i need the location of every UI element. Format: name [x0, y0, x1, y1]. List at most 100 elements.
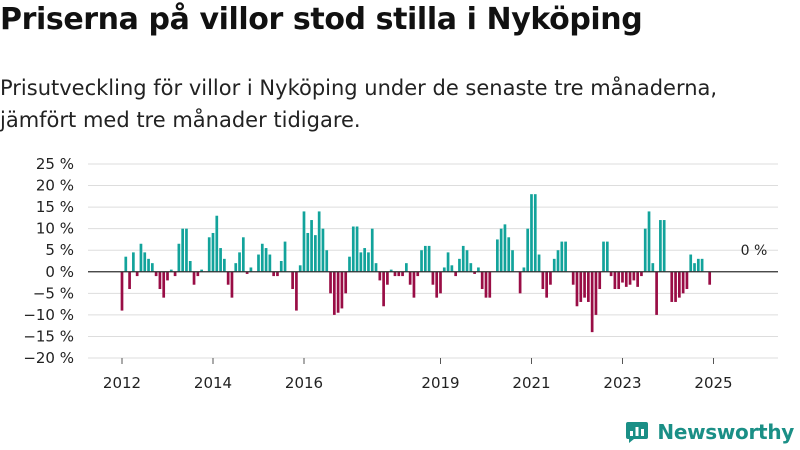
bar — [431, 271, 435, 285]
bar — [427, 245, 431, 272]
bar — [545, 271, 548, 298]
latest-value-annotation: 0 % — [741, 243, 768, 259]
bar — [560, 241, 564, 272]
bar — [587, 271, 590, 302]
y-tick-label: 10 % — [36, 220, 74, 238]
bar — [651, 263, 655, 272]
bar — [632, 271, 636, 281]
bar — [571, 271, 575, 285]
bar — [382, 271, 385, 307]
bar — [446, 252, 450, 272]
bar — [700, 258, 704, 272]
y-tick-label: 25 % — [36, 155, 74, 173]
bar — [643, 228, 647, 272]
bar — [200, 269, 203, 272]
bar — [696, 258, 700, 272]
bar — [329, 271, 332, 294]
bar — [321, 228, 325, 272]
bar — [344, 271, 348, 294]
bar — [598, 271, 602, 290]
y-tick-label: 15 % — [36, 198, 74, 216]
bar — [169, 269, 173, 272]
bar — [132, 252, 135, 272]
bar — [310, 220, 313, 272]
bar — [188, 261, 192, 272]
bar — [450, 265, 454, 272]
brand-logo: Newsworthy — [625, 420, 794, 444]
x-tick-label: 2012 — [103, 374, 141, 390]
bar — [257, 254, 260, 272]
bar — [393, 271, 397, 277]
bar — [408, 271, 412, 285]
bar — [659, 220, 662, 272]
bar — [351, 226, 355, 272]
bar — [469, 263, 473, 272]
bar — [678, 271, 681, 298]
bar — [442, 267, 446, 272]
bar — [617, 271, 621, 290]
bar — [647, 211, 651, 272]
y-tick-label: −5 % — [33, 284, 74, 302]
bar — [325, 250, 329, 272]
bar — [245, 271, 249, 274]
bar — [306, 232, 310, 272]
bar — [511, 250, 514, 272]
bar — [241, 237, 245, 272]
bar — [230, 271, 234, 298]
brand-name: Newsworthy — [657, 420, 794, 444]
bar — [397, 271, 401, 277]
bar — [681, 271, 685, 294]
bar — [526, 228, 530, 272]
bar — [473, 271, 476, 274]
bar — [613, 271, 617, 290]
bar — [636, 271, 639, 287]
bar — [602, 241, 605, 272]
bar — [215, 215, 219, 272]
bar — [575, 271, 579, 307]
x-tick-label: 2014 — [194, 374, 232, 390]
y-tick-label: 5 % — [45, 241, 74, 259]
x-tick-label: 2023 — [603, 374, 641, 390]
bar — [458, 258, 461, 272]
bar — [609, 271, 613, 277]
bar — [302, 211, 306, 272]
bar — [367, 252, 370, 272]
bar — [389, 269, 393, 272]
bar — [139, 243, 143, 272]
bar — [359, 252, 363, 272]
bar — [454, 271, 458, 277]
bar — [154, 271, 158, 277]
bar — [522, 267, 526, 272]
bar — [238, 252, 241, 272]
bar — [185, 228, 188, 272]
bar — [496, 239, 499, 272]
bar — [192, 271, 196, 285]
bar — [412, 271, 416, 298]
bar — [541, 271, 545, 290]
bar — [363, 248, 367, 272]
bar — [340, 271, 344, 309]
bar — [143, 252, 147, 272]
y-tick-label: 0 % — [45, 263, 74, 281]
bar — [166, 271, 169, 281]
bar — [583, 271, 586, 298]
bar — [465, 250, 469, 272]
bar — [378, 271, 382, 281]
bar — [689, 254, 693, 272]
x-tick-label: 2025 — [694, 374, 732, 390]
bar — [439, 271, 442, 294]
bar — [272, 271, 276, 277]
bar — [552, 258, 556, 272]
bar — [147, 258, 150, 272]
bar — [537, 254, 541, 272]
bar — [488, 271, 492, 298]
bar — [207, 237, 211, 272]
bar — [624, 271, 628, 287]
bar — [234, 263, 238, 272]
bar — [374, 263, 378, 272]
bar — [348, 256, 351, 272]
bar — [670, 271, 674, 302]
bar — [549, 271, 552, 285]
bar — [605, 241, 609, 272]
bar — [590, 271, 594, 333]
